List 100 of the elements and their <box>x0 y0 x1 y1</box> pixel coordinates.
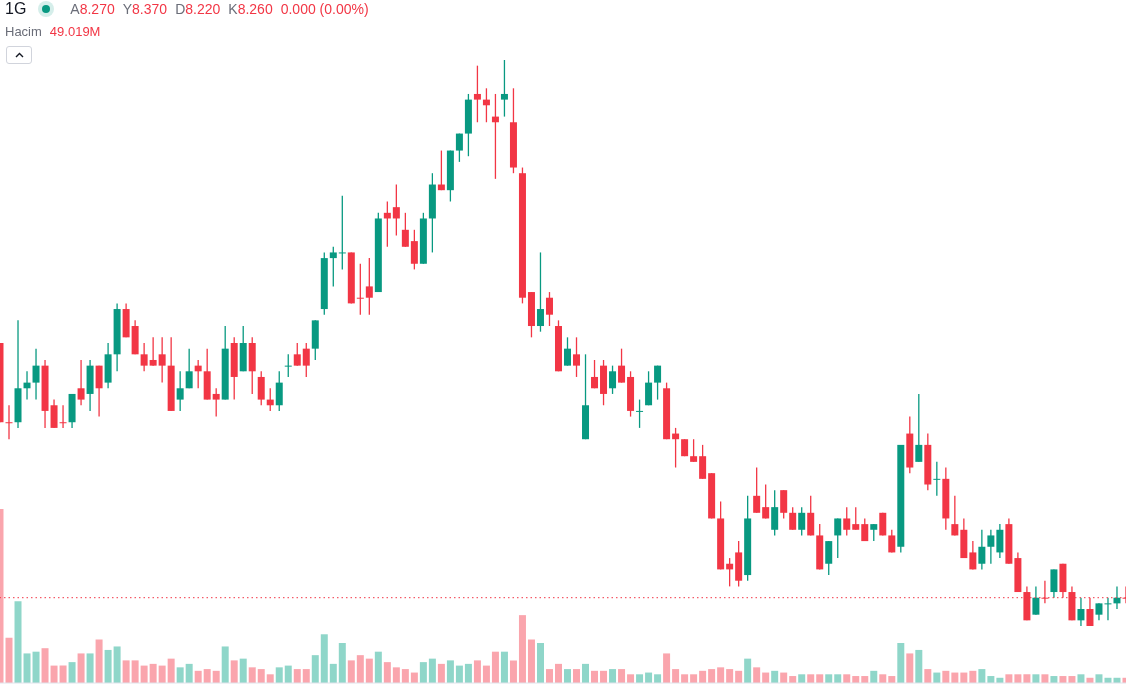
candlestick <box>545 291 553 327</box>
bar <box>582 663 590 683</box>
bar <box>1005 674 1013 683</box>
candlestick <box>825 540 833 576</box>
candlestick <box>77 359 85 406</box>
candlestick <box>798 506 806 537</box>
bar <box>942 670 950 683</box>
text: Y8.370 <box>122 1 168 17</box>
candlestick <box>843 506 851 537</box>
bar <box>573 669 581 683</box>
chart-title: 1G <box>5 0 27 18</box>
bar <box>482 665 490 683</box>
bar <box>140 665 148 683</box>
candlestick <box>1050 568 1058 599</box>
bar <box>419 662 427 683</box>
candlestick <box>609 364 617 395</box>
candlestick <box>500 60 508 118</box>
bar <box>500 651 508 683</box>
bar <box>131 660 139 683</box>
bar <box>527 639 535 683</box>
candlestick <box>95 364 103 418</box>
bar <box>302 669 310 683</box>
bar <box>239 658 247 683</box>
bar <box>41 648 49 683</box>
bar <box>14 601 22 683</box>
candlestick <box>951 495 959 537</box>
bar <box>978 669 986 683</box>
bar <box>915 649 923 683</box>
candlestick <box>1032 585 1040 616</box>
candlestick <box>149 336 157 367</box>
bar <box>735 670 743 683</box>
bar <box>167 658 175 683</box>
bar <box>545 669 553 683</box>
bar <box>32 651 40 683</box>
bar <box>284 665 292 683</box>
bar <box>870 670 878 683</box>
candlestick <box>645 370 653 406</box>
bar <box>311 655 319 683</box>
candlestick <box>690 438 698 463</box>
bar <box>564 669 571 683</box>
bar <box>464 663 472 683</box>
bar <box>699 670 707 683</box>
bar <box>185 663 193 683</box>
bar <box>690 674 698 683</box>
candlestick <box>636 398 644 429</box>
candlestick <box>987 529 995 565</box>
candlestick <box>933 461 941 497</box>
bar <box>753 667 761 683</box>
text: A8.270 <box>70 1 115 17</box>
bar <box>293 669 301 683</box>
bar <box>816 674 824 683</box>
bar <box>383 662 391 683</box>
bar <box>68 662 76 683</box>
candlestick <box>32 348 40 401</box>
bar <box>969 670 977 683</box>
bar <box>50 665 58 683</box>
candlestick <box>996 523 1004 559</box>
bar <box>203 669 211 683</box>
bar <box>374 651 382 683</box>
candlestick <box>365 257 373 316</box>
candlestick <box>257 370 265 406</box>
bar <box>843 674 851 683</box>
bar <box>554 663 562 683</box>
bar <box>726 669 734 683</box>
bar <box>834 674 842 683</box>
bar <box>392 667 400 683</box>
candlestick <box>212 387 220 418</box>
text: K8.260 <box>228 1 273 17</box>
candlestick <box>356 263 364 316</box>
bar <box>681 674 689 683</box>
bar <box>536 642 544 683</box>
bar <box>663 653 671 683</box>
bar <box>708 669 716 683</box>
candlestick <box>807 495 815 537</box>
candlestick <box>140 342 148 372</box>
candlestick <box>59 404 67 429</box>
bar <box>338 642 346 683</box>
candlestick <box>591 359 599 389</box>
bar <box>924 669 932 683</box>
bar <box>5 637 13 683</box>
candlestick <box>293 342 301 367</box>
bar <box>473 660 481 683</box>
bar <box>104 649 112 683</box>
bar <box>113 646 121 683</box>
bar <box>1077 674 1085 683</box>
bar <box>59 665 67 683</box>
candlestick <box>654 364 662 401</box>
bar <box>717 667 725 683</box>
bar <box>320 634 328 683</box>
bar <box>329 663 337 683</box>
candlestick <box>789 506 797 531</box>
candlestick <box>185 348 193 389</box>
bar <box>1041 674 1049 683</box>
candlestick <box>915 393 923 463</box>
candlestick <box>699 444 707 480</box>
candlestick <box>753 466 761 514</box>
bar <box>1014 674 1022 683</box>
bar <box>771 670 779 683</box>
bar <box>401 669 409 683</box>
bar <box>149 663 157 683</box>
